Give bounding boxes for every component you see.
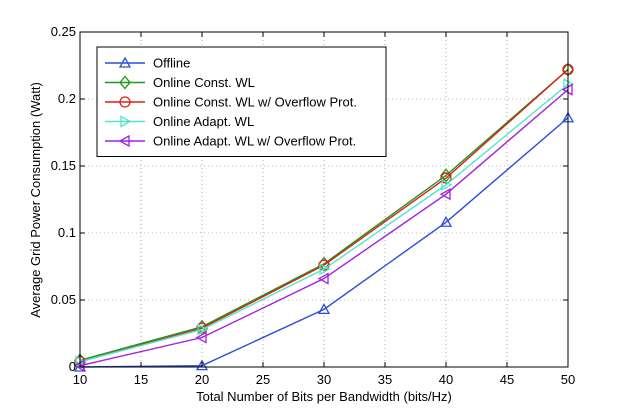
data-point [317,303,331,315]
data-point [439,215,453,227]
x-tick-label: 40 [439,372,453,387]
series-line [79,68,569,361]
y-tick-label: 0.25 [51,24,76,39]
series-line [79,68,569,363]
legend-label: Online Adapt. WL w/ Overflow Prot. [153,134,356,149]
x-tick-label: 35 [378,372,392,387]
x-tick-label: 15 [134,372,148,387]
legend-marker [119,75,131,90]
y-tick-label: 0.15 [51,158,76,173]
legend-entry: Online Adapt. WL w/ Overflow Prot. [105,134,356,149]
legend-entry: Online Const. WL w/ Overflow Prot. [105,95,357,110]
data-point [195,359,209,371]
data-point [197,323,209,336]
y-tick-label: 0.1 [58,225,76,240]
x-tick-label: 45 [500,372,514,387]
legend-marker [118,56,132,68]
y-tick-label: 0.2 [58,91,76,106]
legend-entry: Offline [105,56,190,71]
data-point [317,272,329,285]
x-tick-label: 50 [561,372,575,387]
legend-label: Online Const. WL [153,75,255,90]
data-point [319,263,331,276]
data-point [440,172,452,184]
data-point [441,178,453,191]
x-tick-label: 20 [195,372,209,387]
legend-label: Online Const. WL w/ Overflow Prot. [153,95,357,110]
legend-entry: Online Adapt. WL [105,114,254,129]
y-axis-label: Average Grid Power Consumption (Watt) [28,82,43,318]
legend-label: Online Adapt. WL [153,114,254,129]
legend: Offline Online Const. WL Online Const. WL … [96,46,387,157]
legend-marker [119,96,131,108]
x-tick-label: 25 [256,372,270,387]
series-line [79,89,569,367]
data-point [196,322,208,334]
legend-box [96,46,387,157]
x-tick-label: 30 [317,372,331,387]
legend-marker [120,115,132,128]
y-tick-label: 0 [69,359,76,374]
data-point [439,188,451,201]
legend-label: Offline [153,56,190,71]
ticks: 10 15 20 25 30 35 40 45 50 0 0.05 0.1 0.15 0.2 0.25 [51,24,576,387]
legend-entry: Online Const. WL [105,75,255,90]
legend-marker [118,134,130,148]
series-line [79,83,569,363]
y-tick-label: 0.05 [51,292,76,307]
x-axis-label: Total Number of Bits per Bandwidth (bits… [196,389,452,404]
series-line [79,117,569,368]
data-point [195,331,207,344]
x-tick-label: 10 [73,372,87,387]
